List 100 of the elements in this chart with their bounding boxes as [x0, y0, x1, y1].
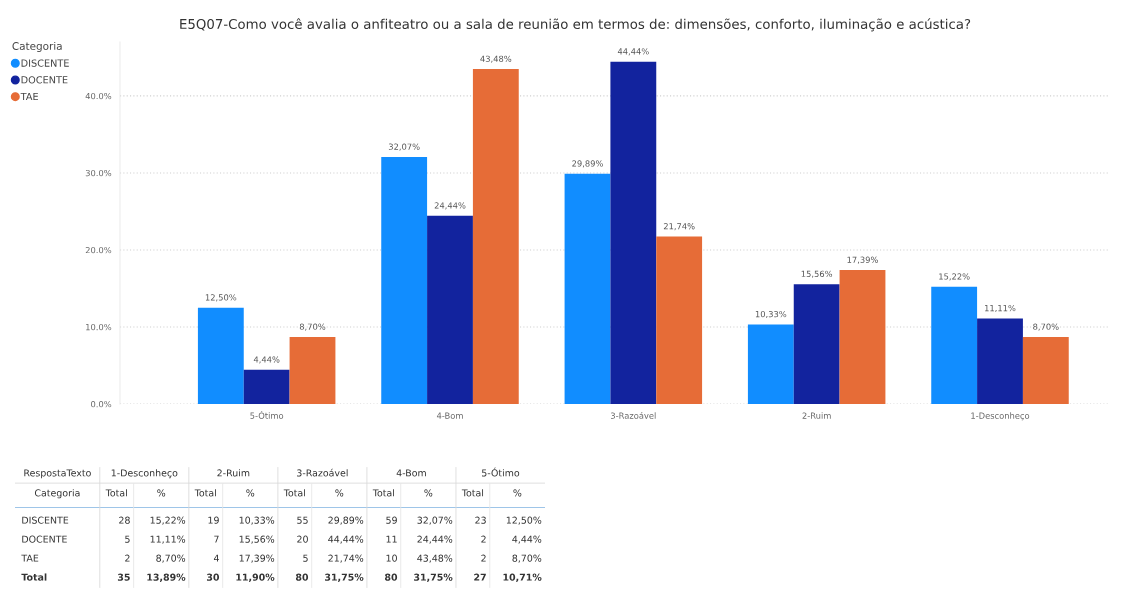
- bar: [747, 324, 794, 404]
- text: 2: [481, 535, 486, 543]
- x-tick-label: 2-Ruim: [802, 412, 831, 419]
- text: 21,74%: [328, 554, 364, 563]
- text: 2: [481, 554, 486, 562]
- text: Total: [461, 489, 484, 497]
- bar: [197, 307, 244, 404]
- text: Total: [372, 489, 394, 497]
- data-label: 12,50%: [205, 294, 237, 302]
- bar: [1022, 336, 1069, 404]
- text: %: [335, 489, 344, 497]
- y-tick-label: 10.0%: [86, 323, 112, 331]
- category-label: 4-Bom: [396, 469, 426, 477]
- text: 7: [214, 535, 219, 543]
- text: 10: [386, 554, 397, 562]
- data-label: 44,44%: [617, 48, 649, 56]
- data-label: 32,07%: [388, 143, 420, 151]
- text: 4,44%: [512, 535, 542, 544]
- y-tick-label: 20.0%: [85, 246, 112, 254]
- bar: [839, 270, 886, 404]
- text: 27: [474, 573, 486, 581]
- text: 10,33%: [239, 516, 275, 525]
- text: 13,89%: [147, 573, 186, 582]
- category-label: 1-Desconheço: [111, 469, 178, 479]
- y-tick-label: 30.0%: [85, 169, 112, 177]
- text: 59: [386, 516, 397, 524]
- legend-title: Categoria: [12, 41, 62, 52]
- text: 35: [117, 573, 130, 581]
- text: 12,50%: [506, 516, 542, 525]
- data-label: 11,11%: [985, 304, 1016, 313]
- text: 29,89%: [328, 516, 364, 525]
- category-label: DOCENTE: [22, 535, 67, 543]
- data-label: 10,33%: [755, 310, 787, 319]
- data-label: 29,89%: [572, 160, 603, 168]
- text: 20: [297, 535, 308, 543]
- category-label: 5-Ótimo: [482, 467, 520, 477]
- bar: [564, 173, 611, 404]
- bar: [472, 69, 519, 404]
- data-label: 21,74%: [663, 223, 695, 231]
- bar: [656, 236, 703, 404]
- data-label: 15,22%: [939, 273, 970, 281]
- text: Total: [283, 489, 305, 497]
- text: %: [424, 489, 433, 497]
- x-tick-label: 1-Desconheço: [971, 412, 1030, 421]
- legend-label: DOCENTE: [21, 76, 68, 84]
- text: %: [246, 489, 255, 497]
- x-tick-label: 3-Razoável: [610, 412, 656, 419]
- text: RespostaTexto: [24, 469, 91, 479]
- category-label: TAE: [21, 554, 39, 562]
- bar: [381, 156, 428, 404]
- text: 31,75%: [325, 573, 364, 582]
- text: 11,90%: [236, 573, 275, 582]
- text: 24,44%: [417, 535, 453, 544]
- bar: [931, 286, 978, 404]
- bar: [289, 336, 336, 404]
- bar: [977, 318, 1023, 404]
- data-label: 8,70%: [1033, 323, 1059, 331]
- category-label: Total: [21, 573, 47, 581]
- category-label: 2-Ruim: [217, 469, 250, 477]
- legend-label: TAE: [20, 92, 38, 101]
- text: 80: [385, 573, 398, 581]
- y-tick-label: 40.0%: [85, 92, 112, 100]
- legend-label: DISCENTE: [21, 59, 69, 67]
- chart-title: E5Q07-Como você avalia o anfiteatro ou a sala de reunião em termos de: dimensões, conforto, iluminação e acústica?: [180, 18, 971, 32]
- text: 10,71%: [503, 573, 542, 582]
- text: 44,44%: [328, 535, 364, 544]
- data-label: 17,39%: [847, 256, 878, 264]
- text: 80: [295, 573, 309, 581]
- text: 11,11%: [150, 535, 186, 544]
- y-tick-label: 0.0%: [91, 400, 112, 408]
- text: %: [513, 489, 522, 497]
- text: 31,75%: [414, 573, 453, 582]
- bar: [243, 369, 290, 404]
- data-label: 15,56%: [801, 270, 833, 278]
- text: Total: [105, 489, 127, 497]
- bar: [610, 61, 657, 404]
- text: 15,56%: [239, 535, 275, 544]
- text: 4: [213, 554, 219, 562]
- text: 23: [475, 516, 486, 524]
- category-label: DISCENTE: [22, 516, 69, 524]
- bar: [793, 284, 840, 404]
- text: 55: [297, 516, 308, 524]
- x-tick-label: 5-Ótimo: [250, 410, 284, 419]
- text: Total: [194, 489, 216, 497]
- text: 32,07%: [417, 516, 453, 525]
- data-label: 24,44%: [434, 202, 466, 210]
- text: 30: [206, 573, 220, 581]
- text: 5: [303, 554, 308, 562]
- data-label: 8,70%: [299, 323, 326, 331]
- text: 8,70%: [512, 554, 542, 563]
- text: 43,48%: [417, 554, 453, 563]
- data-label: 43,48%: [480, 55, 512, 63]
- text: 5: [125, 535, 130, 543]
- text: 11: [386, 535, 397, 543]
- text: 19: [208, 516, 219, 524]
- text: 15,22%: [150, 516, 186, 525]
- text: %: [157, 489, 166, 497]
- text: 8,70%: [156, 554, 186, 563]
- text: 28: [119, 516, 130, 524]
- bar: [427, 215, 473, 404]
